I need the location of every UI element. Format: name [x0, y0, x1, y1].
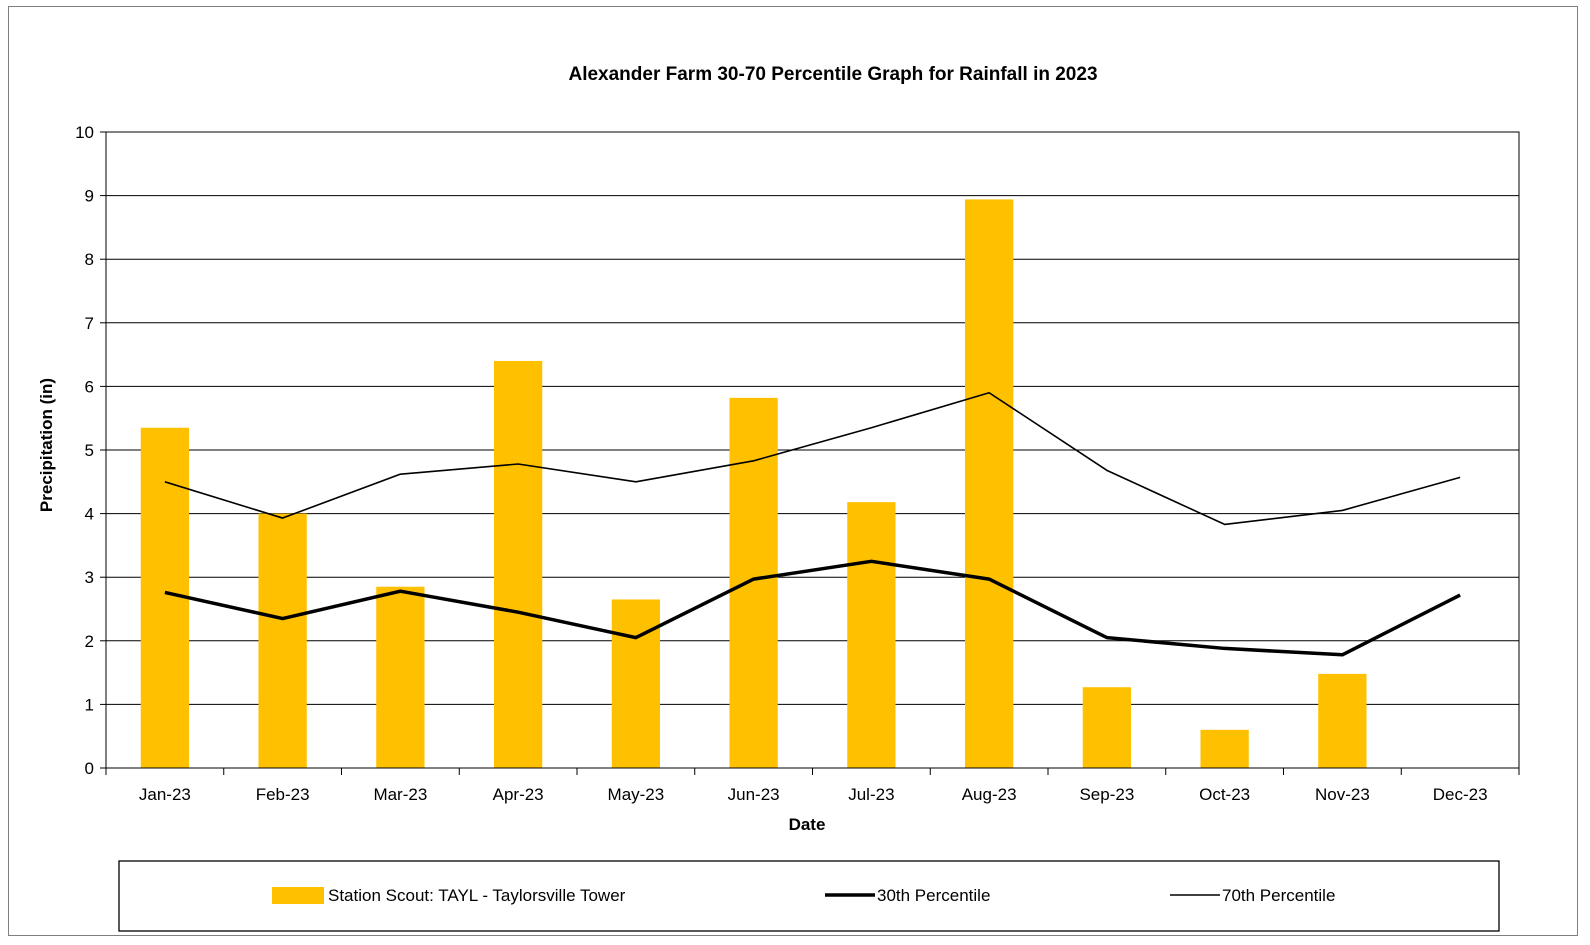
x-axis: Jan-23 Feb-23 Mar-23 Apr-23 May-23 Jun-23 Jul-…	[105, 768, 1520, 804]
x-axis-title: Date	[789, 815, 826, 834]
bar	[1318, 673, 1367, 768]
chart-frame	[8, 6, 1578, 936]
bar	[729, 397, 778, 768]
y-tick-label: 10	[75, 123, 94, 142]
legend: Station Scout: TAYL - Taylorsville Tower…	[118, 860, 1500, 932]
y-tick-label: 5	[85, 441, 94, 460]
legend-swatch-bar	[272, 887, 324, 904]
y-axis-title: Precipitation (in)	[37, 378, 56, 512]
y-tick-label: 7	[85, 314, 94, 333]
y-tick-label: 9	[85, 187, 94, 206]
x-tick-label: Jul-23	[848, 785, 894, 804]
legend-label-70th: 70th Percentile	[1222, 886, 1335, 905]
chart-title: Alexander Farm 30-70 Percentile Graph fo…	[568, 64, 1097, 85]
y-tick-label: 3	[85, 568, 94, 587]
x-tick-label: Oct-23	[1199, 785, 1250, 804]
x-tick-label: Jan-23	[139, 785, 191, 804]
legend-label-station: Station Scout: TAYL - Taylorsville Tower	[328, 886, 626, 905]
y-tick-label: 1	[85, 695, 94, 714]
y-tick-label: 6	[85, 377, 94, 396]
y-axis: 0 1 2 3 4 5 6 7 8 9 10	[75, 123, 106, 778]
bar	[964, 199, 1014, 768]
x-tick-label: Aug-23	[962, 785, 1017, 804]
line-series	[164, 391, 1461, 657]
y-tick-label: 8	[85, 250, 94, 269]
bar-series	[140, 199, 1367, 768]
x-tick-label: Nov-23	[1315, 785, 1370, 804]
y-tick-label: 0	[85, 759, 94, 778]
bar	[376, 586, 425, 768]
x-tick-label: May-23	[608, 785, 665, 804]
bar	[1082, 687, 1132, 768]
x-tick-label: Dec-23	[1433, 785, 1488, 804]
legend-label-30th: 30th Percentile	[877, 886, 990, 905]
gridlines	[106, 195, 1519, 705]
x-tick-label: Sep-23	[1079, 785, 1134, 804]
bar	[493, 360, 543, 768]
line-70th-percentile	[164, 391, 1461, 526]
bar	[847, 502, 896, 768]
x-tick-label: Mar-23	[373, 785, 427, 804]
bar	[140, 427, 190, 768]
x-tick-label: Jun-23	[728, 785, 780, 804]
legend-box	[118, 860, 1500, 932]
bar	[258, 513, 307, 768]
bar	[611, 599, 661, 768]
bar	[1200, 729, 1249, 768]
x-tick-label: Apr-23	[493, 785, 544, 804]
y-tick-label: 2	[85, 632, 94, 651]
line-30th-percentile	[164, 559, 1461, 657]
x-tick-label: Feb-23	[256, 785, 310, 804]
y-tick-label: 4	[85, 505, 94, 524]
